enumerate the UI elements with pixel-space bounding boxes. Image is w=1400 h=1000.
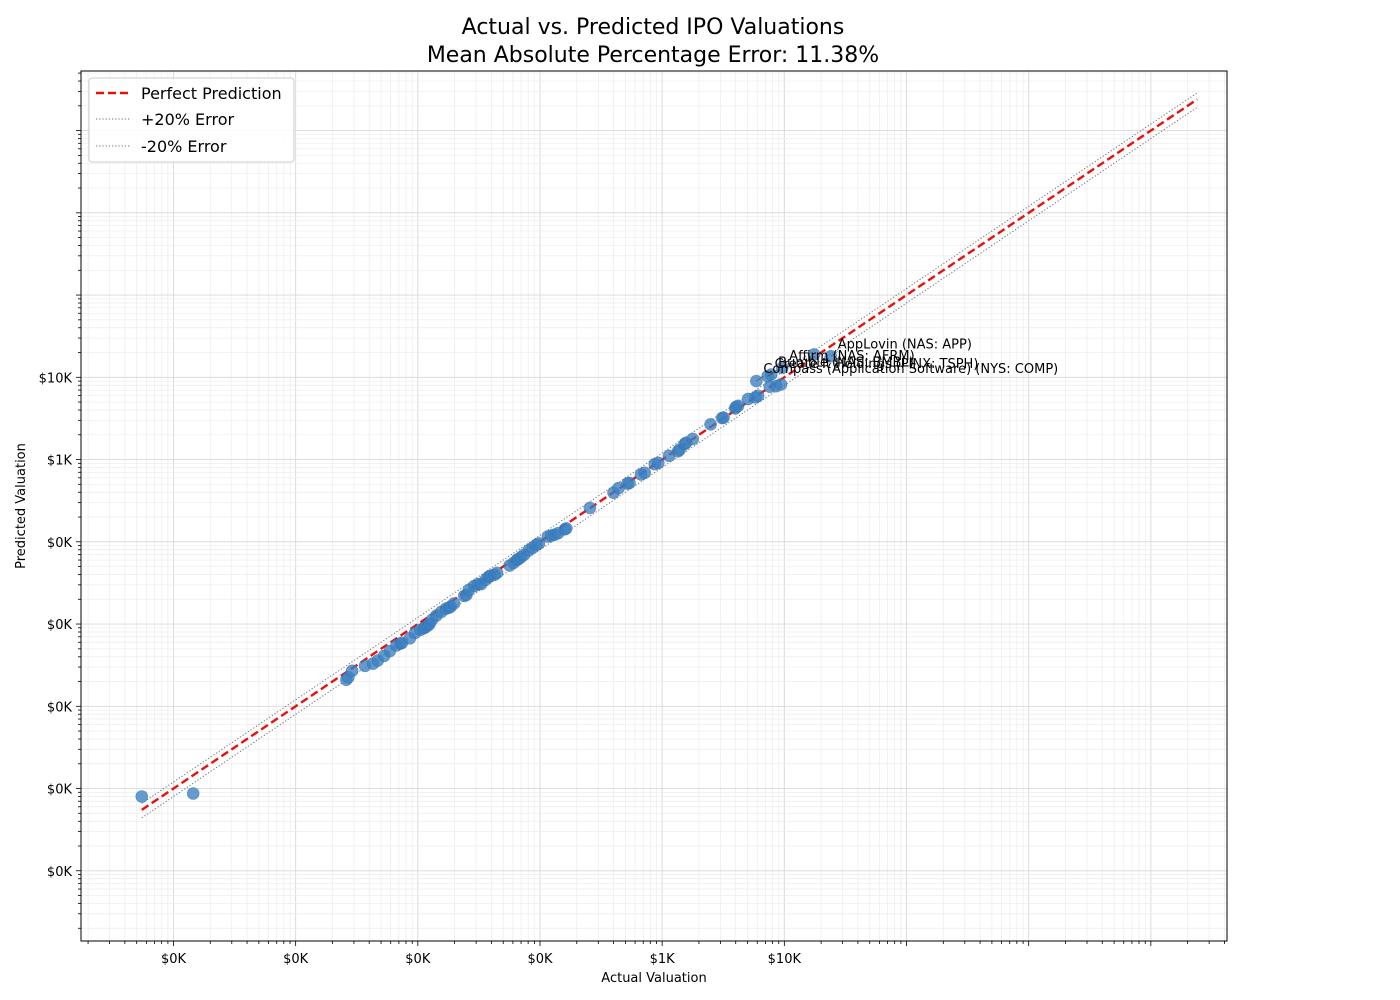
data-point (135, 790, 149, 803)
annotation-leader (830, 351, 838, 357)
point-annotation: Create It Holdings (PINX: TSPH) (775, 357, 979, 372)
plus-20-error-line (141, 92, 1198, 804)
point-annotation: Affirm (NAS: AFRM) (789, 349, 915, 364)
legend-label: +20% Error (141, 110, 234, 129)
minus-20-error-line (141, 106, 1198, 819)
y-tick-label: $1K (47, 454, 73, 469)
data-point (559, 522, 573, 535)
y-tick-label: $0K (47, 700, 73, 715)
data-point (490, 566, 504, 580)
y-tick-label: $0K (47, 618, 73, 633)
data-point (345, 664, 359, 678)
y-tick-label: $0K (47, 783, 73, 798)
x-tick-label: $1K (650, 952, 676, 967)
point-annotation: Compass (Application Software) (NYS: COM… (763, 362, 1058, 377)
point-annotation: AppLovin (NAS: APP) (838, 337, 972, 352)
annotation-leader (767, 371, 775, 377)
point-annotation: Bumble (NAS: BMBL) (778, 356, 914, 371)
x-tick-label: $0K (283, 952, 309, 967)
data-point (186, 787, 200, 800)
data-point (774, 378, 788, 391)
data-point (751, 389, 765, 403)
annotation-leader (756, 375, 764, 382)
data-point (532, 537, 546, 550)
data-point (447, 597, 461, 610)
data-point (807, 348, 821, 361)
data-point (652, 456, 665, 470)
chart-title: Actual vs. Predicted IPO Valuations (462, 15, 845, 40)
y-tick-label: $0K (47, 865, 73, 880)
plot-frame (80, 70, 1228, 942)
annotation-leader (770, 369, 779, 375)
annotations: AppLovin (NAS: APP)Affirm (NAS: AFRM)Bum… (756, 337, 1058, 382)
legend: Perfect Prediction +20% Error -20% Error (88, 77, 295, 163)
y-tick-label: $10K (39, 371, 73, 386)
data-point (623, 476, 636, 490)
legend-label: -20% Error (141, 137, 227, 156)
data-points (135, 348, 838, 803)
annotation-leader (781, 362, 790, 369)
y-tick-label: $0K (47, 536, 73, 551)
data-point (638, 466, 652, 480)
data-point (717, 411, 730, 424)
data-point (704, 418, 717, 431)
data-point (731, 399, 745, 413)
data-point (686, 432, 700, 446)
grid (81, 71, 1227, 941)
x-tick-label: $0K (527, 952, 553, 967)
x-axis-label: Actual Valuation (601, 971, 706, 986)
x-tick-label: $10K (768, 952, 802, 967)
chart-subtitle: Mean Absolute Percentage Error: 11.38% (427, 43, 879, 68)
y-axis-label: Predicted Valuation (14, 443, 29, 569)
legend-box (88, 77, 295, 163)
axes: $0K $0K $0K $0K $1K $10K $0K $0K $0K $0K $0K $1K $10… (39, 72, 1225, 967)
data-point (583, 501, 597, 515)
legend-label: Perfect Prediction (141, 84, 282, 103)
x-tick-label: $0K (161, 952, 187, 967)
x-tick-label: $0K (405, 952, 431, 967)
